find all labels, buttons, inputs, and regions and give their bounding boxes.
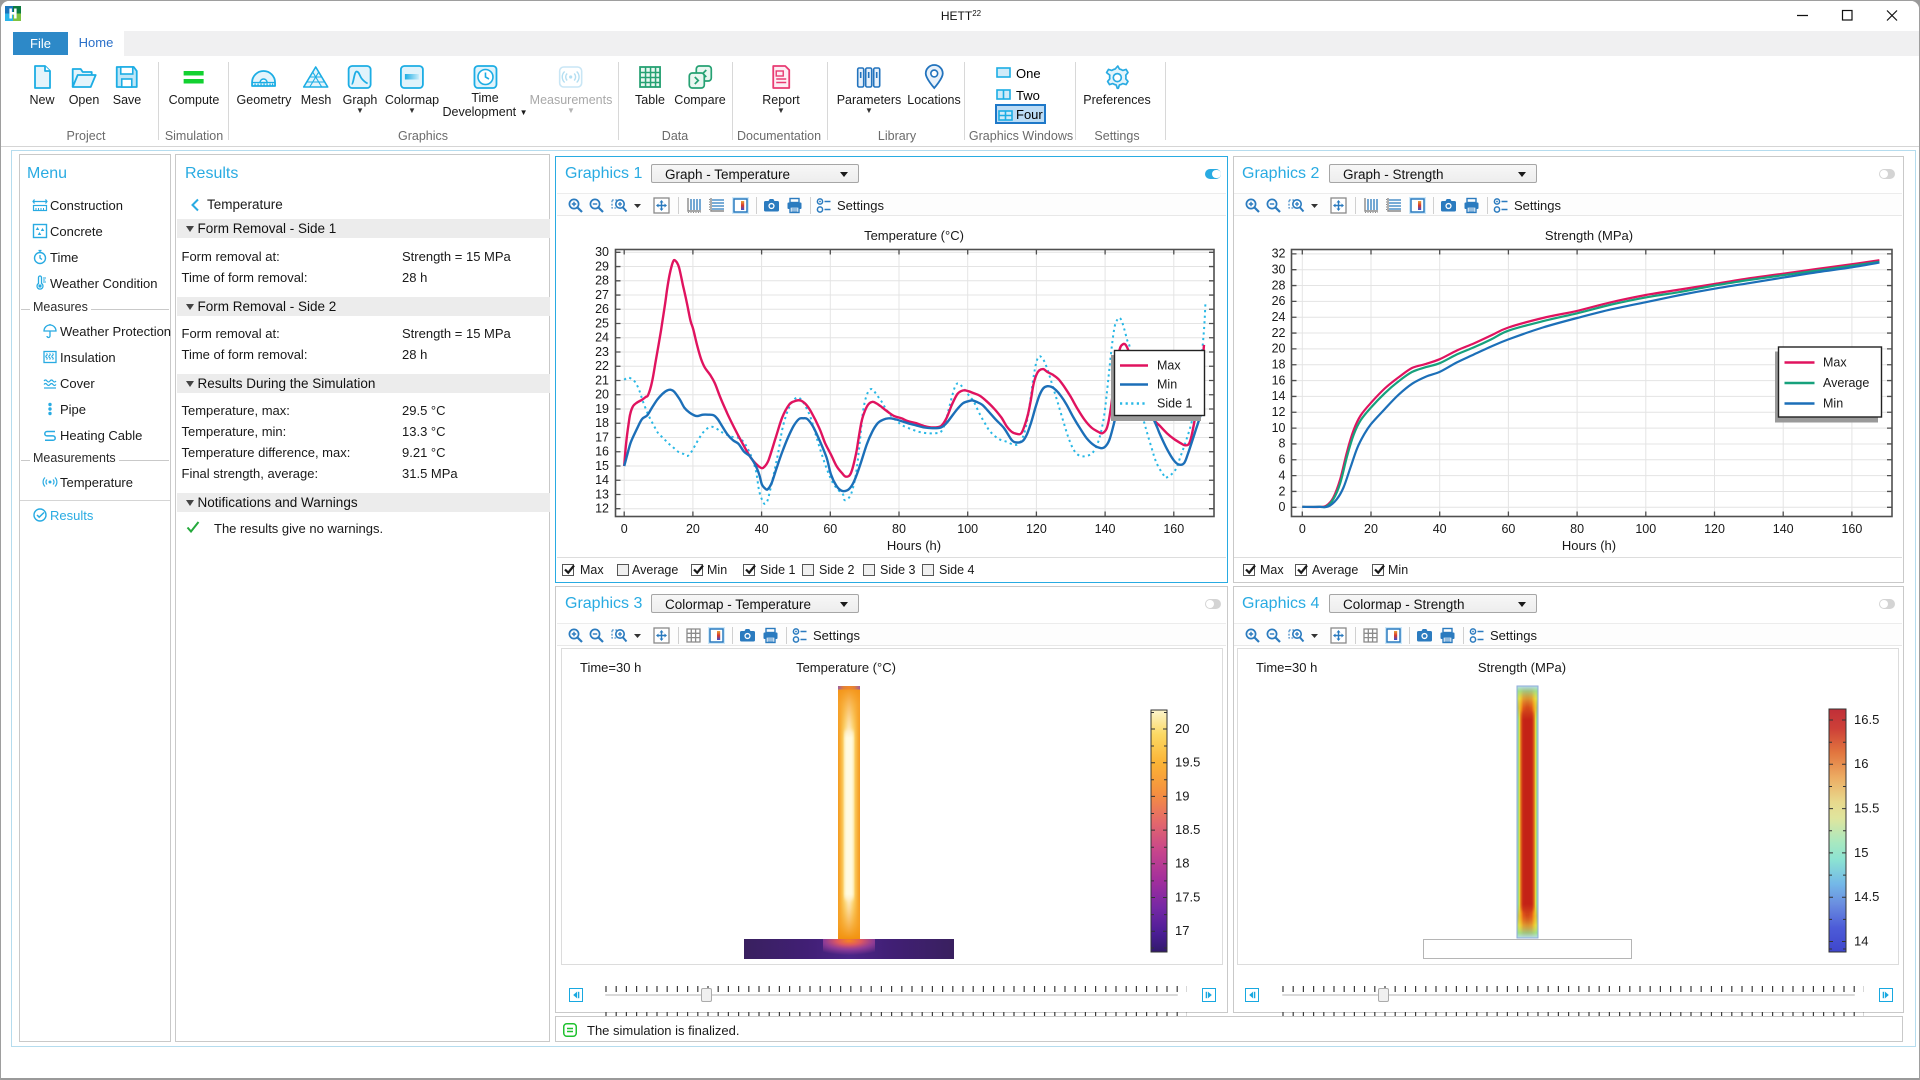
svg-text:25: 25 — [595, 316, 609, 330]
svg-text:23: 23 — [595, 345, 609, 359]
svg-text:0: 0 — [621, 522, 628, 536]
svg-text:14: 14 — [595, 473, 609, 487]
svg-text:0: 0 — [1299, 522, 1306, 536]
svg-text:14.5: 14.5 — [1854, 889, 1879, 904]
svg-text:Strength (MPa): Strength (MPa) — [1478, 660, 1566, 675]
svg-text:17: 17 — [1175, 923, 1189, 938]
svg-text:140: 140 — [1773, 522, 1794, 536]
svg-text:26: 26 — [595, 302, 609, 316]
svg-text:2: 2 — [1279, 484, 1286, 498]
svg-text:Max: Max — [1157, 358, 1181, 372]
svg-text:120: 120 — [1026, 522, 1047, 536]
svg-text:19: 19 — [595, 402, 609, 416]
svg-text:28: 28 — [595, 274, 609, 288]
svg-text:17.5: 17.5 — [1175, 889, 1200, 904]
svg-text:6: 6 — [1279, 453, 1286, 467]
svg-text:Hours (h): Hours (h) — [1562, 538, 1616, 553]
svg-text:Temperature (°C): Temperature (°C) — [864, 228, 964, 243]
svg-text:18.5: 18.5 — [1175, 822, 1200, 837]
svg-text:160: 160 — [1841, 522, 1862, 536]
svg-text:10: 10 — [1272, 421, 1286, 435]
svg-text:21: 21 — [595, 373, 609, 387]
svg-text:18: 18 — [1175, 856, 1189, 871]
svg-text:12: 12 — [1272, 405, 1286, 419]
svg-text:Temperature (°C): Temperature (°C) — [796, 660, 896, 675]
svg-text:Side 1: Side 1 — [1157, 396, 1192, 410]
svg-text:120: 120 — [1704, 522, 1725, 536]
svg-text:19: 19 — [1175, 788, 1189, 803]
svg-text:18: 18 — [595, 416, 609, 430]
svg-text:18: 18 — [1272, 357, 1286, 371]
svg-text:15: 15 — [1854, 845, 1868, 860]
svg-text:26: 26 — [1272, 294, 1286, 308]
svg-text:8: 8 — [1279, 437, 1286, 451]
svg-text:0: 0 — [1279, 500, 1286, 514]
svg-text:40: 40 — [1433, 522, 1447, 536]
svg-text:20: 20 — [1364, 522, 1378, 536]
svg-text:Min: Min — [1157, 377, 1177, 391]
svg-text:80: 80 — [892, 522, 906, 536]
svg-text:20: 20 — [686, 522, 700, 536]
svg-text:16: 16 — [595, 444, 609, 458]
svg-text:24: 24 — [1272, 310, 1286, 324]
svg-text:20: 20 — [1175, 721, 1189, 736]
svg-text:4: 4 — [1279, 468, 1286, 482]
svg-text:27: 27 — [595, 288, 609, 302]
svg-text:160: 160 — [1163, 522, 1184, 536]
svg-text:32: 32 — [1272, 247, 1286, 261]
svg-text:30: 30 — [1272, 262, 1286, 276]
svg-text:19.5: 19.5 — [1175, 755, 1200, 770]
svg-text:100: 100 — [957, 522, 978, 536]
svg-text:80: 80 — [1570, 522, 1584, 536]
svg-text:40: 40 — [755, 522, 769, 536]
svg-text:Max: Max — [1823, 355, 1847, 369]
svg-text:16: 16 — [1272, 373, 1286, 387]
svg-text:Min: Min — [1823, 396, 1843, 410]
svg-text:Average: Average — [1823, 376, 1869, 390]
svg-text:24: 24 — [595, 331, 609, 345]
svg-text:20: 20 — [1272, 342, 1286, 356]
svg-text:20: 20 — [595, 387, 609, 401]
svg-text:15: 15 — [595, 459, 609, 473]
svg-text:Hours (h): Hours (h) — [887, 538, 941, 553]
svg-text:28: 28 — [1272, 278, 1286, 292]
svg-text:30: 30 — [595, 245, 609, 259]
svg-text:22: 22 — [595, 359, 609, 373]
svg-text:12: 12 — [595, 501, 609, 515]
svg-text:22: 22 — [1272, 326, 1286, 340]
svg-text:14: 14 — [1854, 933, 1868, 948]
svg-text:Time=30 h: Time=30 h — [1256, 660, 1317, 675]
svg-text:Strength (MPa): Strength (MPa) — [1545, 228, 1633, 243]
svg-text:100: 100 — [1635, 522, 1656, 536]
svg-text:16.5: 16.5 — [1854, 712, 1879, 727]
svg-text:29: 29 — [595, 259, 609, 273]
svg-text:140: 140 — [1095, 522, 1116, 536]
svg-text:16: 16 — [1854, 756, 1868, 771]
svg-text:15.5: 15.5 — [1854, 801, 1879, 816]
svg-text:60: 60 — [1501, 522, 1515, 536]
svg-text:Time=30 h: Time=30 h — [580, 660, 641, 675]
svg-text:13: 13 — [595, 487, 609, 501]
svg-text:14: 14 — [1272, 389, 1286, 403]
svg-text:60: 60 — [823, 522, 837, 536]
svg-text:17: 17 — [595, 430, 609, 444]
